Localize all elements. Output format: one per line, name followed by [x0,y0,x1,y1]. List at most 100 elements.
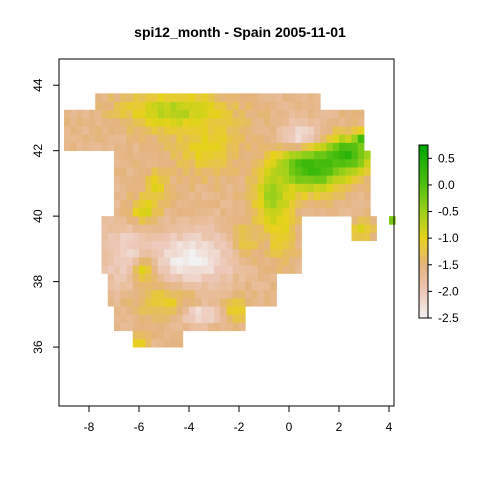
grid-cell [82,142,90,152]
grid-cell [357,167,365,176]
grid-cell [114,232,121,242]
grid-cell [251,191,259,201]
grid-cell [201,142,209,152]
grid-cell [351,232,359,242]
grid-cell [139,183,146,192]
grid-cell [145,207,152,217]
grid-cell [320,199,327,209]
grid-cell [195,265,202,274]
grid-cell [114,134,121,143]
grid-cell [114,265,121,274]
grid-cell [164,232,171,242]
grid-cell [232,232,240,242]
grid-cell [270,158,277,168]
grid-cell [151,134,159,143]
grid-cell [345,158,352,168]
grid-cell [182,314,190,323]
grid-cell [139,117,146,127]
grid-cell [139,273,146,282]
x-tick-label: 4 [386,420,393,434]
grid-cell [245,175,252,184]
grid-cell [257,289,265,299]
grid-cell [257,199,265,209]
grid-cell [289,117,296,127]
grid-cell [176,306,184,315]
legend-color-band [419,160,428,163]
grid-cell [251,183,259,192]
grid-cell [176,257,184,266]
grid-cell [120,240,127,250]
grid-cell [245,158,252,168]
grid-cell [289,207,296,217]
grid-cell [251,273,259,282]
grid-cell [332,142,340,152]
grid-cell [364,191,371,201]
grid-cell [132,224,140,233]
legend-color-band [419,255,428,258]
grid-cell [145,240,152,250]
grid-cell [126,126,134,135]
grid-cell [351,134,359,143]
grid-cell [320,117,327,127]
grid-cell [314,142,321,152]
grid-cell [176,175,184,184]
grid-cell [195,273,202,282]
grid-cell [289,265,296,274]
grid-cell [264,199,271,209]
grid-cell [295,117,302,127]
legend-color-band [419,177,428,181]
grid-cell [351,117,359,127]
grid-cell [201,150,209,160]
grid-cell [176,297,184,307]
grid-cell [151,101,159,111]
x-axis: -8 -6 -4 -2 0 2 4 [84,405,393,434]
grid-cell [226,150,234,160]
grid-cell [114,175,121,184]
grid-cell [126,109,134,119]
grid-cell [170,306,177,315]
grid-cell [239,240,246,250]
grid-cell [245,216,252,225]
grid-cell [270,232,277,242]
grid-cell [276,191,284,201]
grid-cell [114,224,121,233]
grid-cell [232,109,240,119]
grid-cell [201,134,209,143]
grid-cell [320,134,327,143]
grid-cell [214,175,221,184]
grid-cell [295,175,302,184]
grid-cell [145,183,152,192]
grid-cell [282,240,290,250]
grid-cell [164,101,171,111]
grid-cell [207,109,215,119]
legend-color-band [419,266,428,269]
grid-cell [226,265,234,274]
grid-cell [201,109,209,119]
grid-cell [195,257,202,266]
grid-cell [189,117,196,127]
grid-cell [245,167,252,176]
grid-cell [282,117,290,127]
grid-cell [264,93,271,102]
grid-cell [120,273,127,282]
grid-cell [176,338,184,348]
grid-cell [120,281,127,291]
grid-cell [207,240,215,250]
grid-cell [270,93,277,102]
grid-cell [364,199,371,209]
grid-cell [276,265,284,274]
grid-cell [182,265,190,274]
grid-cell [232,126,240,135]
grid-cell [101,257,109,266]
grid-cell [151,289,159,299]
grid-cell [151,297,159,307]
grid-cell [339,191,346,201]
grid-cell [195,175,202,184]
grid-cell [257,297,265,307]
grid-cell [239,150,246,160]
grid-cell [214,248,221,258]
grid-cell [289,232,296,242]
grid-cell [295,101,302,111]
grid-cell [145,134,152,143]
grid-cell [157,289,165,299]
